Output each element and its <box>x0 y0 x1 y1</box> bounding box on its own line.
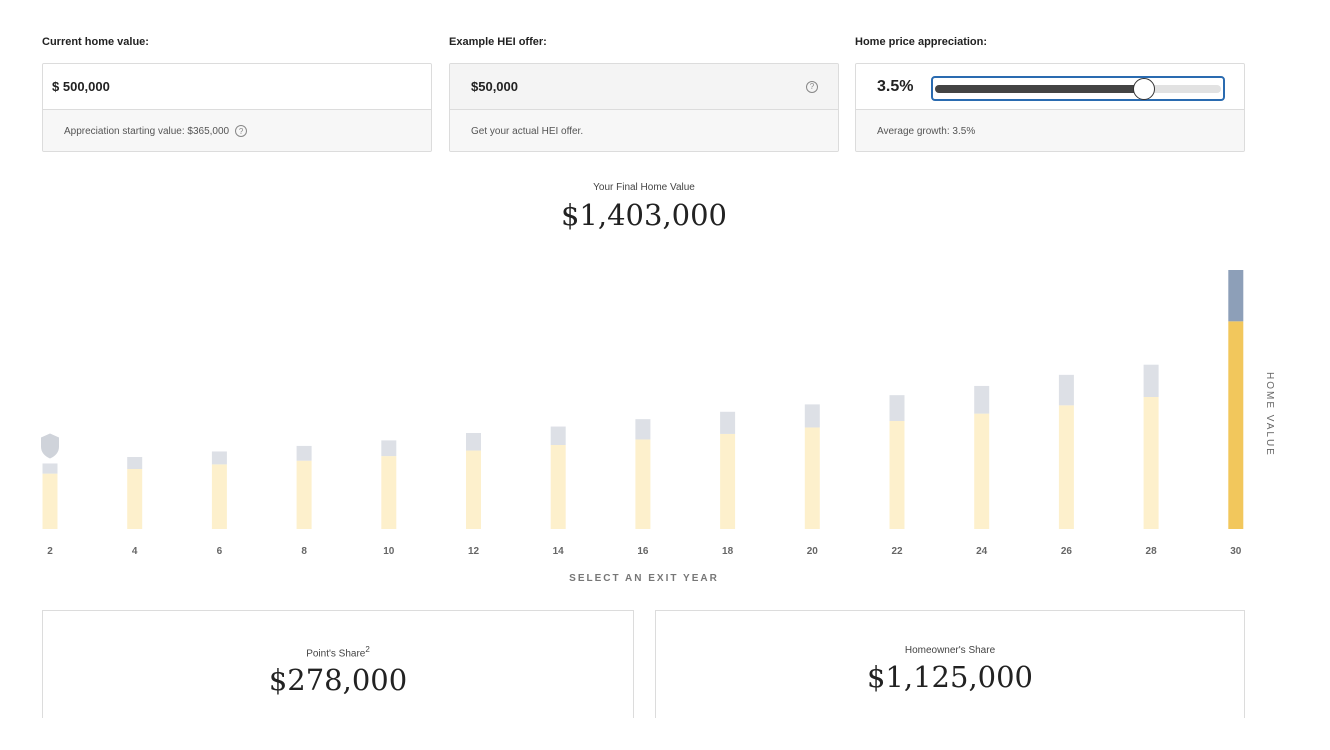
x-tick-label[interactable]: 10 <box>383 546 395 557</box>
homeowner-share-bar[interactable] <box>296 460 312 529</box>
home-value-amount: 500,000 <box>62 79 110 94</box>
home-value-label: Current home value: <box>42 36 149 48</box>
exit-year-bar-20[interactable] <box>804 404 820 529</box>
appreciation-start-label: Appreciation starting value: <box>64 125 185 137</box>
exit-year-bar-22[interactable] <box>889 395 905 529</box>
exit-year-bar-16[interactable] <box>635 419 651 529</box>
homeowner-share-bar[interactable] <box>466 450 481 529</box>
homeowner-share-bar[interactable] <box>42 473 58 529</box>
homeowner-share-bar[interactable] <box>974 413 990 529</box>
appreciation-start-value: $365,000 <box>187 125 230 137</box>
exit-year-bar-10[interactable] <box>381 440 397 529</box>
homeowner-share-bar[interactable] <box>889 421 905 529</box>
x-tick-label[interactable]: 6 <box>217 546 223 557</box>
exit-year-bar-6[interactable] <box>211 451 227 529</box>
homeowner-share-label: Homeowner's Share <box>904 645 996 656</box>
exit-year-bar-28[interactable] <box>1143 364 1159 529</box>
x-tick-label[interactable]: 4 <box>132 546 138 557</box>
slider-fill <box>935 84 1144 93</box>
exit-year-bar-4[interactable] <box>127 457 143 529</box>
homeowner-share-bar[interactable] <box>1143 397 1159 529</box>
point-share-card: Point's Share2 $278,000 <box>42 610 634 718</box>
final-value-amount: $1,403,000 <box>560 198 728 232</box>
point-share-bar[interactable] <box>974 385 990 414</box>
point-share-bar[interactable] <box>550 426 566 446</box>
hei-offer-field: $50,000 ? <box>450 64 838 110</box>
final-value-label: Your Final Home Value <box>593 182 695 193</box>
point-share-bar[interactable] <box>720 411 736 434</box>
exit-year-bar-24[interactable] <box>974 385 990 529</box>
exit-year-bar-12[interactable] <box>466 433 481 529</box>
point-share-bar[interactable] <box>211 451 227 465</box>
x-tick-label[interactable]: 12 <box>468 546 480 557</box>
appreciation-start-note: Appreciation starting value: $365,000 ? <box>43 110 431 151</box>
homeowner-share-bar[interactable] <box>804 427 820 529</box>
homeowner-share-bar[interactable] <box>720 433 736 529</box>
homeowner-share-bar[interactable] <box>1058 405 1074 529</box>
footnote-marker: 2 <box>365 645 370 654</box>
appreciation-value: 3.5% <box>877 77 914 95</box>
homeowner-share-bar[interactable] <box>127 469 143 529</box>
point-share-bar[interactable] <box>635 419 651 440</box>
slider-thumb[interactable] <box>1132 77 1155 100</box>
point-share-value: $278,000 <box>268 663 408 698</box>
x-tick-label[interactable]: 24 <box>976 546 988 557</box>
x-axis-title: SELECT AN EXIT YEAR <box>569 573 719 584</box>
exit-year-bar-14[interactable] <box>550 426 566 529</box>
point-share-label: Point's Share <box>306 648 366 660</box>
x-tick-label[interactable]: 16 <box>637 546 649 557</box>
point-share-bar[interactable] <box>466 433 481 451</box>
point-share-bar[interactable] <box>296 445 312 461</box>
homeowner-share-bar[interactable] <box>211 464 227 529</box>
hei-offer-amount: $50,000 <box>471 79 518 94</box>
average-growth-note: Average growth: 3.5% <box>877 125 976 137</box>
homeowner-share-card: Homeowner's Share $1,125,000 <box>655 610 1245 718</box>
appreciation-label: Home price appreciation: <box>855 36 988 48</box>
homeowner-share-value: $1,125,000 <box>866 660 1034 694</box>
homeowner-share-bar[interactable] <box>381 456 397 529</box>
x-tick-label[interactable]: 2 <box>47 546 53 557</box>
homeowner-share-bar[interactable] <box>550 445 566 529</box>
exit-year-bar-26[interactable] <box>1058 374 1074 529</box>
point-share-bar[interactable] <box>804 404 820 428</box>
help-icon[interactable]: ? <box>806 80 818 93</box>
exit-year-bar-8[interactable] <box>296 445 312 529</box>
point-share-bar[interactable] <box>381 440 397 457</box>
appreciation-card: 3.5% Average growth: 3.5% <box>855 63 1245 152</box>
home-value-card: $ 500,000 Appreciation starting value: $… <box>42 63 432 152</box>
currency-symbol: $ <box>52 79 60 94</box>
exit-year-chart: 2 4 6 8 10 12 14 16 18 20 22 24 26 28 30 <box>41 270 1244 557</box>
x-tick-label[interactable]: 18 <box>722 546 734 557</box>
point-share-bar[interactable] <box>1228 270 1244 322</box>
x-tick-label[interactable]: 26 <box>1061 546 1073 557</box>
point-share-bar[interactable] <box>889 395 905 422</box>
x-tick-label[interactable]: 22 <box>891 546 903 557</box>
x-tick-label[interactable]: 14 <box>553 546 565 557</box>
exit-year-bar-2[interactable] <box>42 463 58 529</box>
hei-offer-card: $50,000 ? Get your actual HEI offer. <box>449 63 839 152</box>
homeowner-share-bar[interactable] <box>635 439 651 529</box>
x-tick-label[interactable]: 8 <box>301 546 307 557</box>
point-share-bar[interactable] <box>1058 374 1074 406</box>
slider-track[interactable] <box>935 77 1221 100</box>
homeowner-share-bar[interactable] <box>1228 321 1244 529</box>
point-share-bar[interactable] <box>127 457 143 470</box>
x-tick-label[interactable]: 28 <box>1146 546 1158 557</box>
point-share-bar[interactable] <box>1143 364 1159 398</box>
x-tick-label[interactable]: 20 <box>807 546 819 557</box>
get-hei-offer-link[interactable]: Get your actual HEI offer. <box>471 125 584 137</box>
point-share-bar[interactable] <box>42 463 58 474</box>
y-axis-label: HOME VALUE <box>1264 372 1275 457</box>
shield-icon <box>41 433 59 459</box>
appreciation-slider[interactable] <box>931 76 1225 101</box>
help-icon[interactable]: ? <box>235 125 248 137</box>
home-value-input[interactable]: $ 500,000 <box>43 64 431 110</box>
x-tick-label[interactable]: 30 <box>1230 546 1242 557</box>
exit-year-bar-18[interactable] <box>720 411 736 529</box>
hei-offer-label: Example HEI offer: <box>449 36 547 48</box>
exit-year-bar-30[interactable] <box>1228 270 1244 529</box>
